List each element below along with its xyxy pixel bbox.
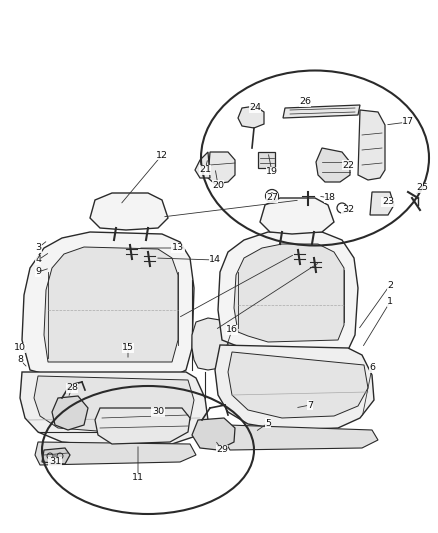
Text: 16: 16 [226,326,238,335]
Polygon shape [44,247,178,362]
Polygon shape [234,244,344,342]
Text: 6: 6 [369,364,375,373]
Text: 22: 22 [342,160,354,169]
Polygon shape [90,193,168,230]
Text: 1: 1 [387,297,393,306]
Text: 25: 25 [416,183,428,192]
Polygon shape [52,396,88,430]
Polygon shape [195,152,210,178]
Polygon shape [218,232,358,358]
Polygon shape [316,148,350,182]
Polygon shape [192,418,235,450]
Polygon shape [20,372,208,446]
Text: 32: 32 [342,206,354,214]
Polygon shape [192,318,228,370]
Polygon shape [258,152,275,168]
Text: 14: 14 [209,255,221,264]
Text: 4: 4 [35,255,41,264]
Text: 9: 9 [35,268,41,277]
Text: 28: 28 [66,384,78,392]
Polygon shape [208,152,235,184]
Text: 10: 10 [14,343,26,352]
Polygon shape [260,198,334,234]
Text: 24: 24 [249,103,261,112]
Polygon shape [42,448,70,464]
Polygon shape [95,408,190,444]
Text: 11: 11 [132,473,144,482]
Polygon shape [34,376,194,432]
Text: 13: 13 [172,244,184,253]
Text: 31: 31 [49,457,61,466]
Text: 23: 23 [382,198,394,206]
Polygon shape [370,192,394,215]
Text: 12: 12 [156,150,168,159]
Polygon shape [215,345,374,430]
Polygon shape [224,425,378,450]
Text: 21: 21 [199,166,211,174]
Polygon shape [358,110,385,180]
Text: 5: 5 [265,418,271,427]
Text: 15: 15 [122,343,134,352]
Text: 7: 7 [307,400,313,409]
Text: 27: 27 [266,193,278,203]
Text: 19: 19 [266,167,278,176]
Polygon shape [228,352,368,418]
Text: 29: 29 [216,446,228,455]
Text: 30: 30 [152,408,164,416]
Text: 8: 8 [17,356,23,365]
Text: 26: 26 [299,98,311,107]
Text: 20: 20 [212,181,224,190]
Polygon shape [22,232,194,378]
Text: 3: 3 [35,244,41,253]
Text: 18: 18 [324,193,336,203]
Polygon shape [35,442,196,465]
Text: 2: 2 [387,280,393,289]
Polygon shape [238,106,264,128]
Text: 17: 17 [402,117,414,126]
Polygon shape [283,105,360,118]
